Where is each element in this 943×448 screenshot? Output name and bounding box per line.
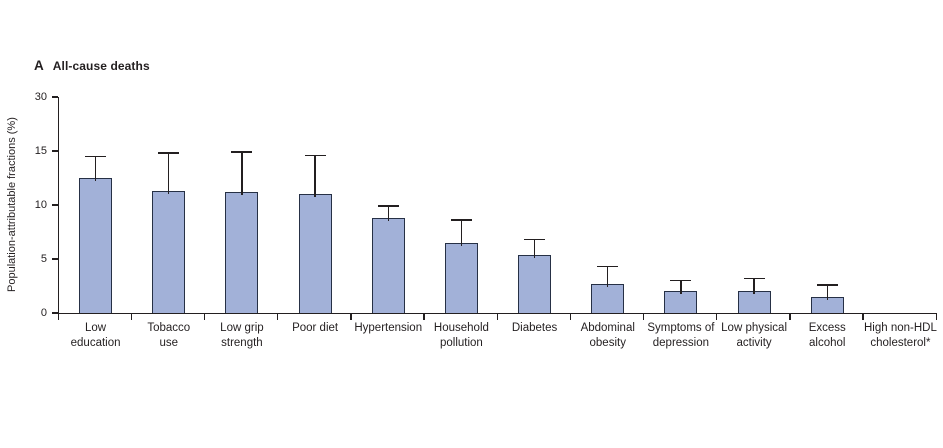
- x-category-label: Hypertension: [342, 321, 435, 336]
- x-axis-tick: [789, 313, 791, 320]
- panel-title: All-cause deaths: [52, 59, 150, 73]
- x-category-label-line: Poor diet: [292, 322, 339, 334]
- bar: [79, 178, 113, 313]
- x-category-label-line: obesity: [589, 337, 626, 349]
- bar: [518, 254, 552, 313]
- y-axis-tick: [51, 96, 58, 98]
- x-axis-tick: [862, 313, 864, 320]
- x-axis-tick: [277, 313, 279, 320]
- y-axis-tick-label: 5: [40, 253, 47, 265]
- error-bar-stem: [168, 153, 170, 194]
- error-bar-cap: [670, 279, 692, 282]
- x-axis-tick: [57, 313, 59, 320]
- x-category-label: Diabetes: [488, 321, 581, 336]
- x-category-label-line: Low grip: [220, 322, 264, 334]
- error-bar-cap: [524, 238, 546, 241]
- x-category-label-line: alcohol: [809, 337, 846, 349]
- bar: [225, 192, 259, 313]
- x-category-label: Excess alcohol: [781, 321, 874, 351]
- y-axis-tick-label: 0: [40, 307, 47, 319]
- error-bar-stem: [241, 152, 243, 196]
- error-bar-cap: [304, 154, 326, 157]
- error-bar-stem: [94, 156, 97, 181]
- error-bar-stem: [607, 266, 609, 287]
- error-bar-cap: [816, 284, 838, 286]
- x-category-label-line: Diabetes: [511, 322, 558, 334]
- x-category-label: Tobacco use: [122, 321, 215, 351]
- y-axis-tick-label: 10: [34, 199, 47, 211]
- x-axis-tick: [642, 313, 645, 320]
- x-category-label-line: High non-HDL: [863, 322, 937, 334]
- x-category-label: Low education: [49, 321, 142, 351]
- y-axis-tick: [51, 150, 58, 152]
- y-axis: [57, 97, 59, 315]
- error-bar-stem: [314, 155, 316, 198]
- x-category-label-line: Abdominal: [580, 322, 635, 334]
- x-category-label-line: activity: [736, 337, 772, 349]
- x-category-label: Poor diet: [269, 321, 362, 336]
- y-axis-tick-label: 30: [34, 91, 47, 103]
- x-axis-tick: [203, 313, 206, 320]
- x-category-label-line: education: [70, 337, 121, 349]
- x-category-label-line: Symptoms of: [647, 322, 715, 334]
- x-axis-tick: [569, 313, 572, 320]
- x-axis-tick: [935, 313, 937, 320]
- x-category-label-line: strength: [221, 337, 263, 349]
- error-bar-stem: [826, 284, 828, 300]
- error-bar-cap: [597, 265, 619, 268]
- x-category-label: Household pollution: [415, 321, 508, 351]
- error-bar-stem: [753, 278, 755, 295]
- x-category-label-line: Household: [433, 322, 489, 334]
- x-axis-tick: [423, 313, 425, 320]
- bar: [371, 217, 405, 313]
- error-bar-stem: [533, 239, 536, 258]
- x-category-label: Symptoms of depression: [634, 321, 727, 351]
- x-category-label-line: Low physical: [721, 322, 787, 334]
- panel-letter: A: [34, 58, 44, 73]
- error-bar-cap: [158, 152, 180, 154]
- bar: [444, 242, 478, 313]
- y-axis-tick-label: 15: [34, 145, 47, 157]
- x-axis-tick: [130, 313, 133, 320]
- x-category-label: Low physical activity: [708, 321, 801, 351]
- y-axis-tick: [51, 258, 58, 260]
- x-category-label: Abdominal obesity: [561, 321, 654, 351]
- error-bar-stem: [460, 220, 463, 246]
- error-bar-stem: [680, 280, 682, 295]
- x-axis-tick: [496, 313, 498, 320]
- x-category-label-line: depression: [652, 337, 710, 349]
- error-bar-stem: [387, 206, 389, 221]
- bar: [737, 291, 771, 313]
- x-category-label-line: Excess: [808, 322, 846, 334]
- y-axis-tick: [51, 312, 58, 314]
- bar: [664, 291, 698, 313]
- x-category-label: Low grip strength: [195, 321, 288, 351]
- x-category-label-line: Tobacco: [147, 322, 191, 334]
- error-bar-cap: [377, 205, 399, 207]
- bar: [152, 190, 186, 313]
- x-category-label: High non-HDL cholesterol*: [854, 321, 943, 351]
- panel-header: A All-cause deaths: [34, 58, 150, 73]
- x-category-label-line: cholesterol*: [870, 337, 931, 349]
- x-category-label-line: Low: [85, 322, 107, 334]
- x-category-label-line: use: [159, 337, 178, 349]
- error-bar-cap: [231, 151, 253, 153]
- x-axis-tick: [350, 313, 352, 320]
- x-axis-tick: [716, 313, 718, 320]
- bar: [298, 194, 332, 313]
- x-category-label-line: pollution: [439, 337, 483, 349]
- y-axis-tick: [51, 204, 58, 206]
- error-bar-cap: [85, 155, 107, 158]
- error-bar-cap: [450, 219, 472, 221]
- bar: [591, 283, 625, 313]
- x-category-label-line: Hypertension: [354, 322, 423, 334]
- error-bar-cap: [743, 277, 765, 280]
